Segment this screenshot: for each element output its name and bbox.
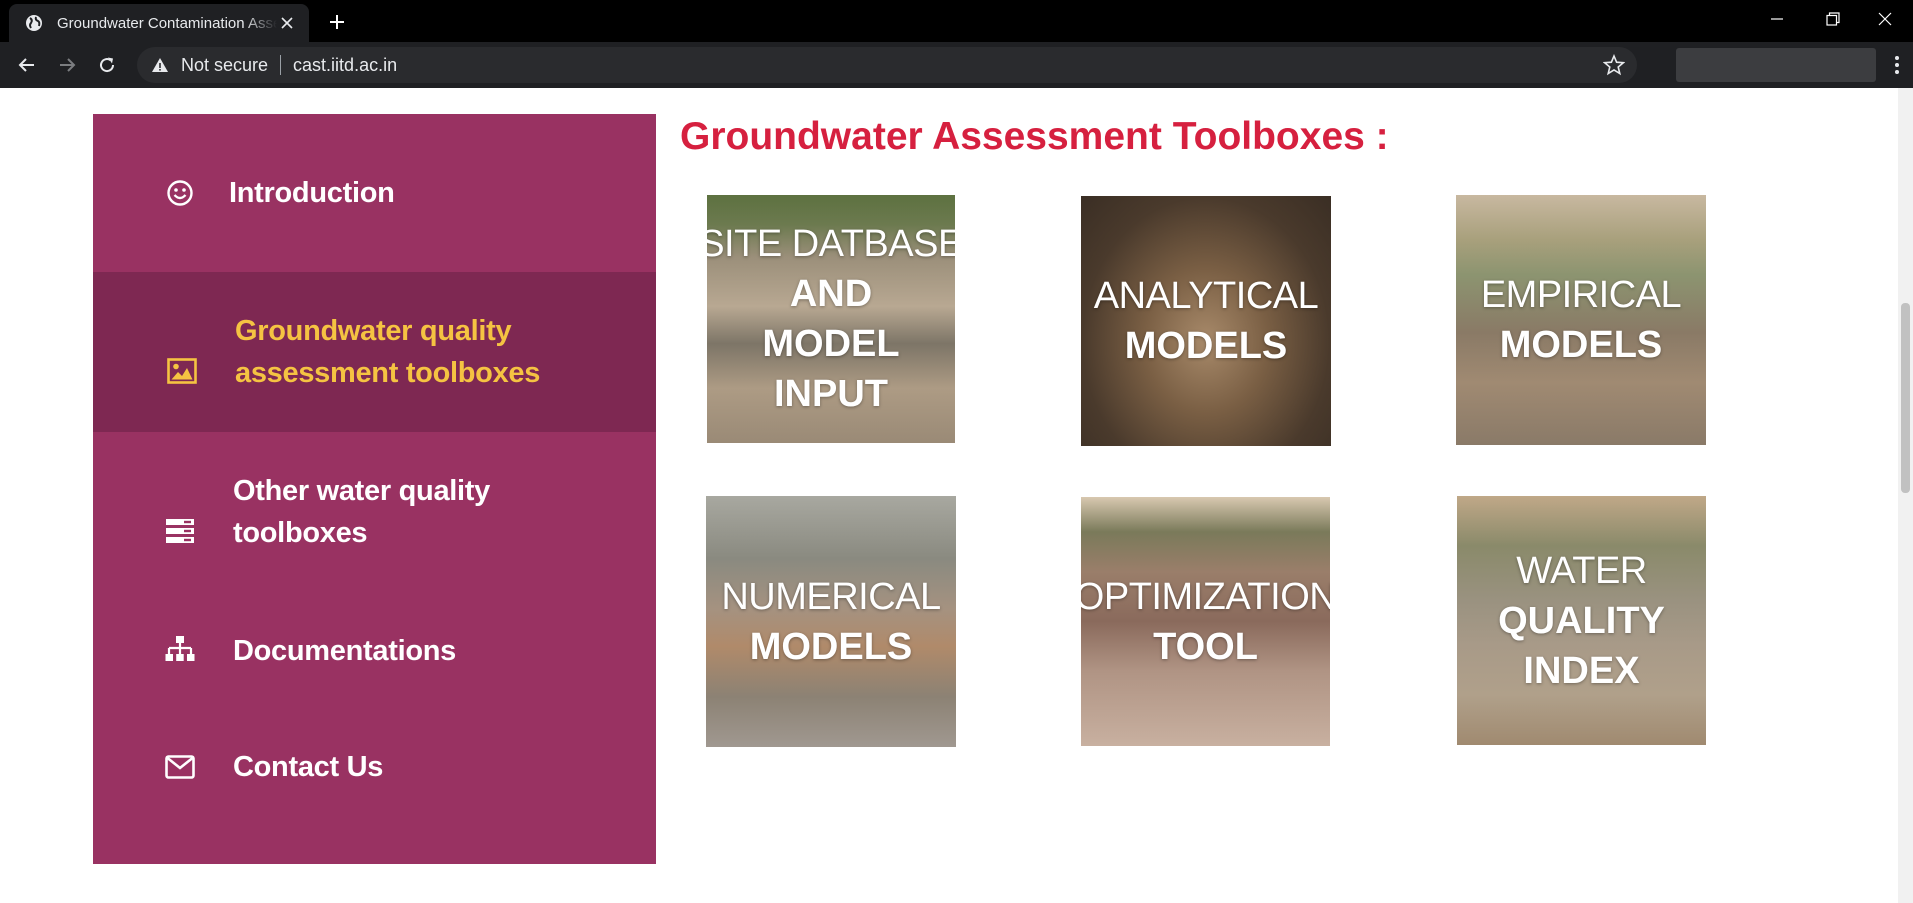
sidebar-item-label: Documentations — [233, 635, 456, 667]
omnibox-divider — [280, 55, 282, 75]
tile-water-quality-index[interactable]: WATER QUALITY INDEX — [1457, 496, 1706, 745]
smile-icon — [165, 178, 195, 208]
sidebar-item-label: Contact Us — [233, 751, 384, 783]
new-tab-icon[interactable] — [324, 9, 350, 35]
page-title: Groundwater Assessment Toolboxes : — [680, 115, 1389, 158]
browser-menu-icon[interactable] — [1884, 52, 1910, 78]
browser-tab-bar: Groundwater Contamination Assessment — [0, 0, 1913, 42]
tile-analytical-models[interactable]: ANALYTICAL MODELS — [1081, 196, 1331, 446]
sidebar-item-label-line2: assessment toolboxes — [235, 357, 541, 389]
tile-empirical-models[interactable]: EMPIRICAL MODELS — [1456, 195, 1706, 445]
sidebar-nav: Introduction Groundwater quality assessm… — [93, 114, 656, 864]
tile-title-bold: MODELS — [749, 625, 913, 668]
warning-icon — [152, 58, 168, 72]
tile-title-light: WATER — [1516, 549, 1647, 592]
sidebar-item-label: Introduction — [229, 177, 395, 209]
sidebar-item-label-line1: Groundwater quality — [235, 315, 512, 347]
tile-title-light: EMPIRICAL — [1480, 274, 1682, 316]
tile-title-light: NUMERICAL — [721, 575, 941, 618]
globe-icon — [26, 15, 42, 31]
bookmark-star-icon[interactable] — [1603, 54, 1625, 76]
browser-toolbar: Not secure cast.iitd.ac.in — [0, 42, 1913, 88]
sidebar-item-contact-us[interactable]: Contact Us — [93, 710, 656, 828]
tab-close-icon[interactable] — [277, 13, 297, 33]
sidebar-item-groundwater-toolboxes[interactable]: Groundwater quality assessment toolboxes — [93, 272, 656, 432]
tile-title-bold: INDEX — [1523, 649, 1640, 692]
tab-title: Groundwater Contamination Assessment — [57, 14, 278, 32]
sidebar-item-label-line1: Other water quality — [233, 475, 490, 507]
image-icon — [167, 356, 197, 386]
tile-site-database[interactable]: SITE DATBASE AND MODEL INPUT — [707, 195, 955, 443]
tile-title-bold: MODELS — [1499, 324, 1663, 366]
tile-title-bold: MODEL — [762, 323, 900, 365]
tile-title-bold: MODELS — [1124, 325, 1288, 367]
page-scrollbar[interactable] — [1898, 88, 1913, 903]
page-content: Introduction Groundwater quality assessm… — [0, 88, 1913, 903]
close-window-icon[interactable] — [1857, 0, 1913, 38]
minimize-icon[interactable] — [1749, 0, 1805, 38]
tile-title-bold: TOOL — [1153, 625, 1258, 668]
extension-area[interactable] — [1676, 48, 1876, 82]
security-status[interactable]: Not secure — [181, 54, 269, 75]
forward-arrow-icon[interactable] — [52, 50, 82, 80]
restore-icon[interactable] — [1805, 0, 1861, 38]
sitemap-icon — [165, 634, 195, 664]
sidebar-item-introduction[interactable]: Introduction — [93, 114, 656, 272]
sidebar-item-documentations[interactable]: Documentations — [93, 592, 656, 710]
tile-title-bold: QUALITY — [1498, 599, 1665, 642]
tile-title-light: SITE DATBASE — [707, 223, 955, 265]
envelope-icon — [165, 752, 195, 782]
back-arrow-icon[interactable] — [12, 50, 42, 80]
tile-optimization-tool[interactable]: OPTIMIZATION TOOL — [1081, 497, 1330, 746]
browser-tab[interactable]: Groundwater Contamination Assessment — [9, 4, 309, 42]
server-icon — [165, 516, 195, 546]
address-bar[interactable]: Not secure cast.iitd.ac.in — [137, 47, 1637, 83]
tile-title-bold: INPUT — [774, 373, 888, 415]
reload-icon[interactable] — [92, 50, 122, 80]
tile-title-light: ANALYTICAL — [1093, 275, 1319, 317]
url-text[interactable]: cast.iitd.ac.in — [293, 54, 398, 75]
tile-numerical-models[interactable]: NUMERICAL MODELS — [706, 496, 956, 747]
sidebar-item-label-line2: toolboxes — [233, 517, 368, 549]
tile-title-bold: AND — [789, 273, 873, 315]
sidebar-item-other-toolboxes[interactable]: Other water quality toolboxes — [93, 432, 656, 592]
tile-title-light: OPTIMIZATION — [1081, 575, 1330, 618]
scrollbar-thumb[interactable] — [1901, 303, 1910, 493]
